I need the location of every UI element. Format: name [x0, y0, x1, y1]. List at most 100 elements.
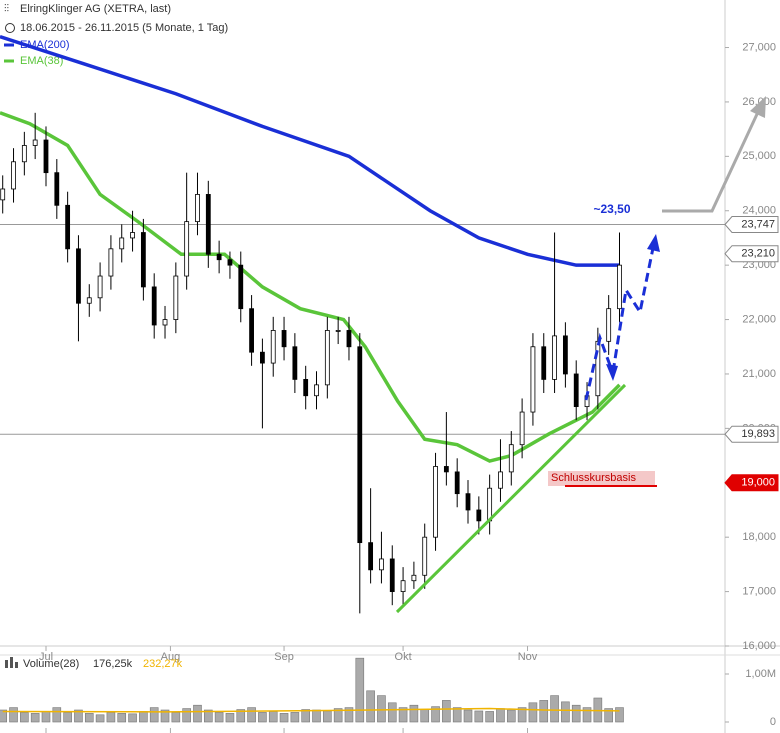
volume-bar [496, 708, 505, 723]
volume-bar [117, 713, 127, 723]
dashed-arrow [611, 247, 655, 373]
volume-bar [517, 707, 527, 723]
candle-body [151, 286, 157, 326]
y-tick-label: 18,000 [742, 531, 776, 543]
volume-bar [247, 707, 256, 723]
volume-bar [420, 709, 430, 723]
volume-bar [387, 702, 397, 723]
volume-bar [398, 707, 408, 723]
candle-body [303, 379, 309, 397]
icon [10, 657, 13, 668]
candle-body [108, 248, 114, 277]
volume-bar [550, 695, 559, 723]
volume-bar [30, 713, 40, 723]
x-tick-label: Sep [274, 651, 294, 663]
volume-bar [41, 711, 51, 723]
candle-body [184, 221, 190, 277]
price-tag [724, 216, 779, 234]
ema-line [0, 34, 620, 267]
annotation: ~23,50 [593, 202, 630, 216]
candle-body [379, 558, 384, 571]
candle-body [476, 509, 482, 522]
volume-bar [539, 700, 549, 723]
volume-bar [193, 704, 202, 723]
chart-subtitle: 18.06.2015 - 26.11.2015 (5 Monate, 1 Tag… [20, 22, 228, 34]
candle-body [119, 237, 125, 250]
x-tick-label: Nov [518, 651, 538, 663]
candle-body [324, 330, 330, 386]
candle-body [162, 319, 168, 326]
legend-label: EMA(38) [20, 55, 63, 67]
price-tag-label: 23,210 [741, 248, 775, 260]
y-tick-label: 22,000 [742, 313, 776, 325]
volume-bar [290, 712, 300, 723]
x-tick-label: Aug [161, 651, 181, 663]
volume-bar [128, 713, 137, 723]
y-tick-label: 17,000 [742, 585, 776, 597]
volume-bar [409, 704, 419, 723]
price-tag-label: 19,000 [741, 477, 775, 489]
volume-title: Volume(28) [23, 658, 79, 670]
icon: ⫶⫶ [4, 4, 9, 15]
volume-bar [106, 712, 116, 723]
candle-body [389, 558, 395, 592]
legend-label: 176,25k [93, 658, 133, 670]
candle-body [195, 194, 200, 223]
candle-body [0, 188, 6, 201]
candle-body [508, 444, 514, 473]
candle-body [270, 330, 276, 364]
candle-body [443, 466, 449, 473]
volume-bar [431, 706, 440, 723]
legend-label: 232,27k [143, 658, 183, 670]
candle-body [519, 411, 525, 446]
volume-bar [582, 707, 592, 723]
volume-bar [204, 709, 213, 723]
candle-body [411, 574, 417, 582]
candle-body [227, 259, 233, 266]
candle-body [335, 330, 341, 332]
y-tick-label: 0 [770, 716, 776, 728]
candle-body [400, 580, 406, 592]
volume-bar [236, 709, 246, 723]
volume-bar [84, 713, 94, 723]
volume-bar [279, 713, 289, 723]
volume-bar [377, 695, 386, 723]
annotation-box [548, 471, 655, 486]
candle-body [368, 542, 374, 571]
candle-body [281, 330, 287, 348]
volume-bar [442, 700, 451, 723]
volume-average [2, 707, 620, 713]
candle-body [573, 373, 579, 408]
y-tick-label: 27,000 [742, 41, 776, 53]
candle-body [292, 346, 298, 380]
x-tick-label: Okt [395, 651, 412, 663]
volume-bar [333, 708, 343, 723]
clock-icon [5, 23, 15, 33]
price-tag [724, 474, 779, 492]
candle-body [595, 340, 601, 397]
y-tick-label: 24,000 [742, 205, 776, 217]
candle-body [357, 346, 363, 544]
candle-body [552, 335, 557, 380]
candle-body [65, 204, 71, 250]
candle-body [530, 346, 536, 413]
candle-body [205, 194, 211, 255]
volume-bar [9, 707, 18, 723]
candle-body [32, 139, 38, 146]
chart-title: ElringKlinger AG (XETRA, last) [20, 3, 171, 15]
y-tick-label: 1,00M [745, 668, 776, 680]
candle-body [216, 253, 222, 261]
candle-body [346, 330, 352, 348]
x-tick-label: Jul [39, 651, 53, 663]
candle-body [140, 232, 146, 288]
volume-bar [139, 711, 148, 723]
volume-bar [615, 707, 624, 723]
candle-body [238, 264, 244, 310]
candle-body [173, 275, 179, 320]
volume-bar [312, 709, 321, 723]
volume-bar [485, 711, 494, 723]
icon [15, 662, 18, 668]
volume-bar [74, 709, 83, 723]
candle-body [498, 471, 503, 489]
